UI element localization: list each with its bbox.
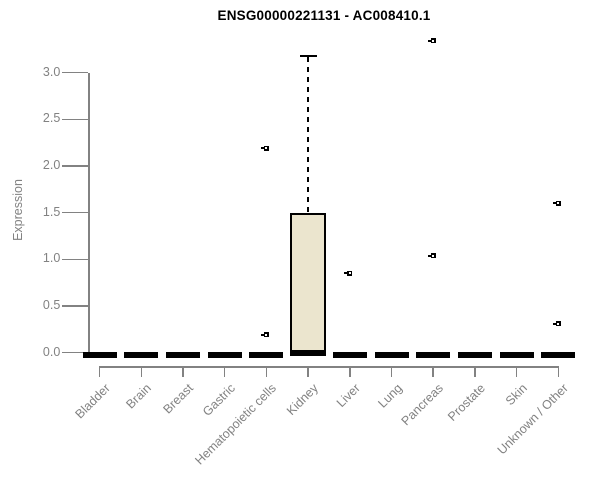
- y-axis-line: [88, 72, 90, 355]
- y-axis-tick: [62, 258, 89, 261]
- y-axis-tick: [62, 305, 89, 307]
- y-tick-label: 0.5: [42, 298, 61, 313]
- y-tick-label: 1.5: [42, 204, 61, 219]
- outlier-point: [344, 270, 353, 276]
- y-tick-label: 3.0: [42, 64, 61, 79]
- flat-box-3: [207, 352, 242, 359]
- outlier-point: [260, 332, 269, 338]
- x-axis-tick: [182, 366, 184, 377]
- x-axis-tick: [140, 366, 143, 377]
- x-axis-tick: [98, 366, 101, 377]
- x-axis-tick: [349, 366, 351, 377]
- median-line: [290, 350, 327, 357]
- y-tick-label: 2.5: [42, 111, 61, 126]
- flat-box-11: [541, 352, 576, 359]
- x-axis-tick: [474, 366, 476, 377]
- box-kidney: [290, 212, 327, 353]
- x-axis-tick: [390, 366, 393, 377]
- flat-box-8: [416, 352, 451, 359]
- flat-box-10: [499, 352, 534, 359]
- x-axis-tick: [432, 366, 434, 377]
- y-axis-tick: [62, 211, 89, 214]
- outlier-point: [552, 321, 561, 327]
- flat-box-0: [82, 352, 117, 359]
- y-tick-label: 0.0: [42, 344, 61, 359]
- outlier-point: [427, 253, 436, 259]
- x-axis-tick: [515, 366, 518, 377]
- upper-whisker-cap: [299, 54, 317, 58]
- chart-title: ENSG00000221131 - AC008410.1: [217, 8, 431, 23]
- x-axis-line: [98, 366, 560, 368]
- flat-box-4: [249, 352, 284, 359]
- upper-whisker: [307, 57, 310, 213]
- y-axis-tick: [62, 118, 89, 121]
- y-tick-label: 1.0: [42, 251, 61, 266]
- flat-box-1: [124, 352, 159, 359]
- flat-box-6: [332, 352, 367, 359]
- y-tick-label: 2.0: [42, 158, 61, 173]
- x-axis-tick: [557, 366, 560, 377]
- outlier-point: [427, 38, 436, 44]
- y-axis-tick: [62, 351, 89, 354]
- outlier-point: [552, 200, 561, 206]
- flat-box-7: [374, 352, 409, 359]
- flat-box-2: [166, 352, 200, 359]
- flat-box-9: [457, 352, 492, 359]
- outlier-point: [260, 145, 269, 151]
- x-axis-tick: [265, 366, 268, 377]
- y-axis-tick: [62, 71, 89, 74]
- x-axis-tick: [307, 366, 309, 377]
- x-axis-tick: [223, 366, 226, 377]
- y-axis-tick: [62, 165, 89, 167]
